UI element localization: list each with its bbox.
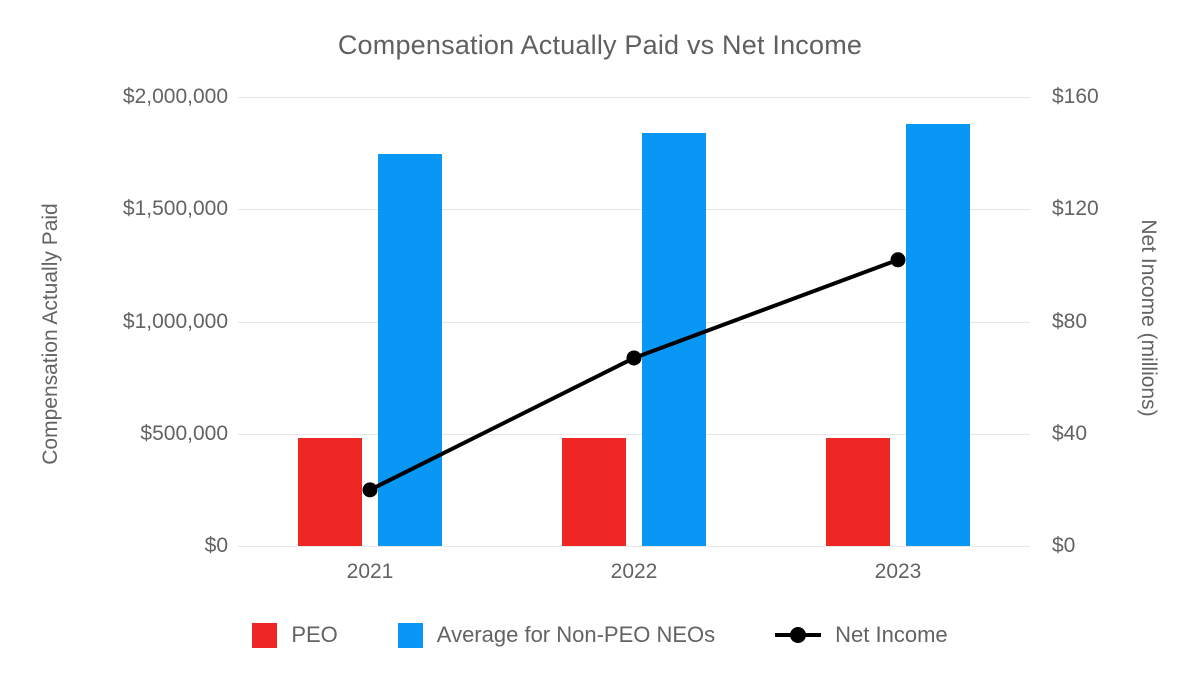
left-tick-label: $2,000,000 bbox=[122, 85, 228, 108]
left-tick-label: $1,000,000 bbox=[122, 309, 228, 333]
plot-area bbox=[238, 97, 1030, 547]
legend-label: Average for Non-PEO NEOs bbox=[436, 622, 716, 647]
right-tick-label: $0 bbox=[1052, 534, 1076, 557]
right-tick-label: $40 bbox=[1052, 421, 1088, 445]
bar-peo-2021 bbox=[298, 438, 362, 546]
right-tick-label: $160 bbox=[1052, 85, 1099, 108]
bar-peo-2023 bbox=[826, 438, 890, 546]
x-axis-label-2023: 2023 bbox=[874, 560, 922, 583]
left-axis-title: Compensation Actually Paid bbox=[39, 203, 62, 465]
legend-dot-icon bbox=[790, 627, 807, 643]
net-income-line bbox=[369, 257, 899, 492]
legend-line-dot-icon bbox=[775, 627, 822, 643]
gridline bbox=[238, 321, 1030, 323]
right-tick-label: $80 bbox=[1052, 309, 1088, 333]
legend-label: Net Income bbox=[835, 622, 948, 647]
left-tick-label: $500,000 bbox=[140, 421, 228, 445]
bar-peo-2022 bbox=[562, 438, 626, 546]
gridline bbox=[238, 433, 1030, 435]
bar-average-for-non-peo-neos-2022 bbox=[642, 132, 706, 546]
gridline bbox=[238, 546, 1030, 547]
legend-item-net-income: Net Income bbox=[775, 622, 948, 648]
legend-item-peo: PEO bbox=[252, 622, 338, 648]
legend-item-average-for-non-peo-neos: Average for Non-PEO NEOs bbox=[397, 622, 716, 648]
legend-swatch-icon bbox=[397, 622, 423, 648]
x-axis-label-2022: 2022 bbox=[610, 560, 658, 583]
left-tick-label: $0 bbox=[204, 534, 228, 557]
chart-title: Compensation Actually Paid vs Net Income bbox=[337, 30, 863, 60]
bar-average-for-non-peo-neos-2023 bbox=[906, 123, 970, 546]
left-tick-label: $1,500,000 bbox=[122, 197, 228, 221]
x-axis-label-2021: 2021 bbox=[346, 560, 394, 583]
legend-swatch-icon bbox=[252, 622, 278, 648]
right-tick-label: $120 bbox=[1052, 197, 1099, 221]
net-income-point-2022 bbox=[626, 350, 642, 366]
net-income-point-2023 bbox=[890, 252, 906, 268]
net-income-point-2021 bbox=[362, 482, 378, 498]
net-income-line-layer bbox=[362, 252, 906, 498]
right-axis-title: Net Income (millions) bbox=[1137, 219, 1160, 417]
gridline bbox=[238, 97, 1030, 98]
legend-label: PEO bbox=[291, 622, 338, 647]
gridline bbox=[238, 209, 1030, 211]
chart-legend: PEO Average for Non-PEO NEOs Net Income bbox=[0, 622, 1200, 648]
